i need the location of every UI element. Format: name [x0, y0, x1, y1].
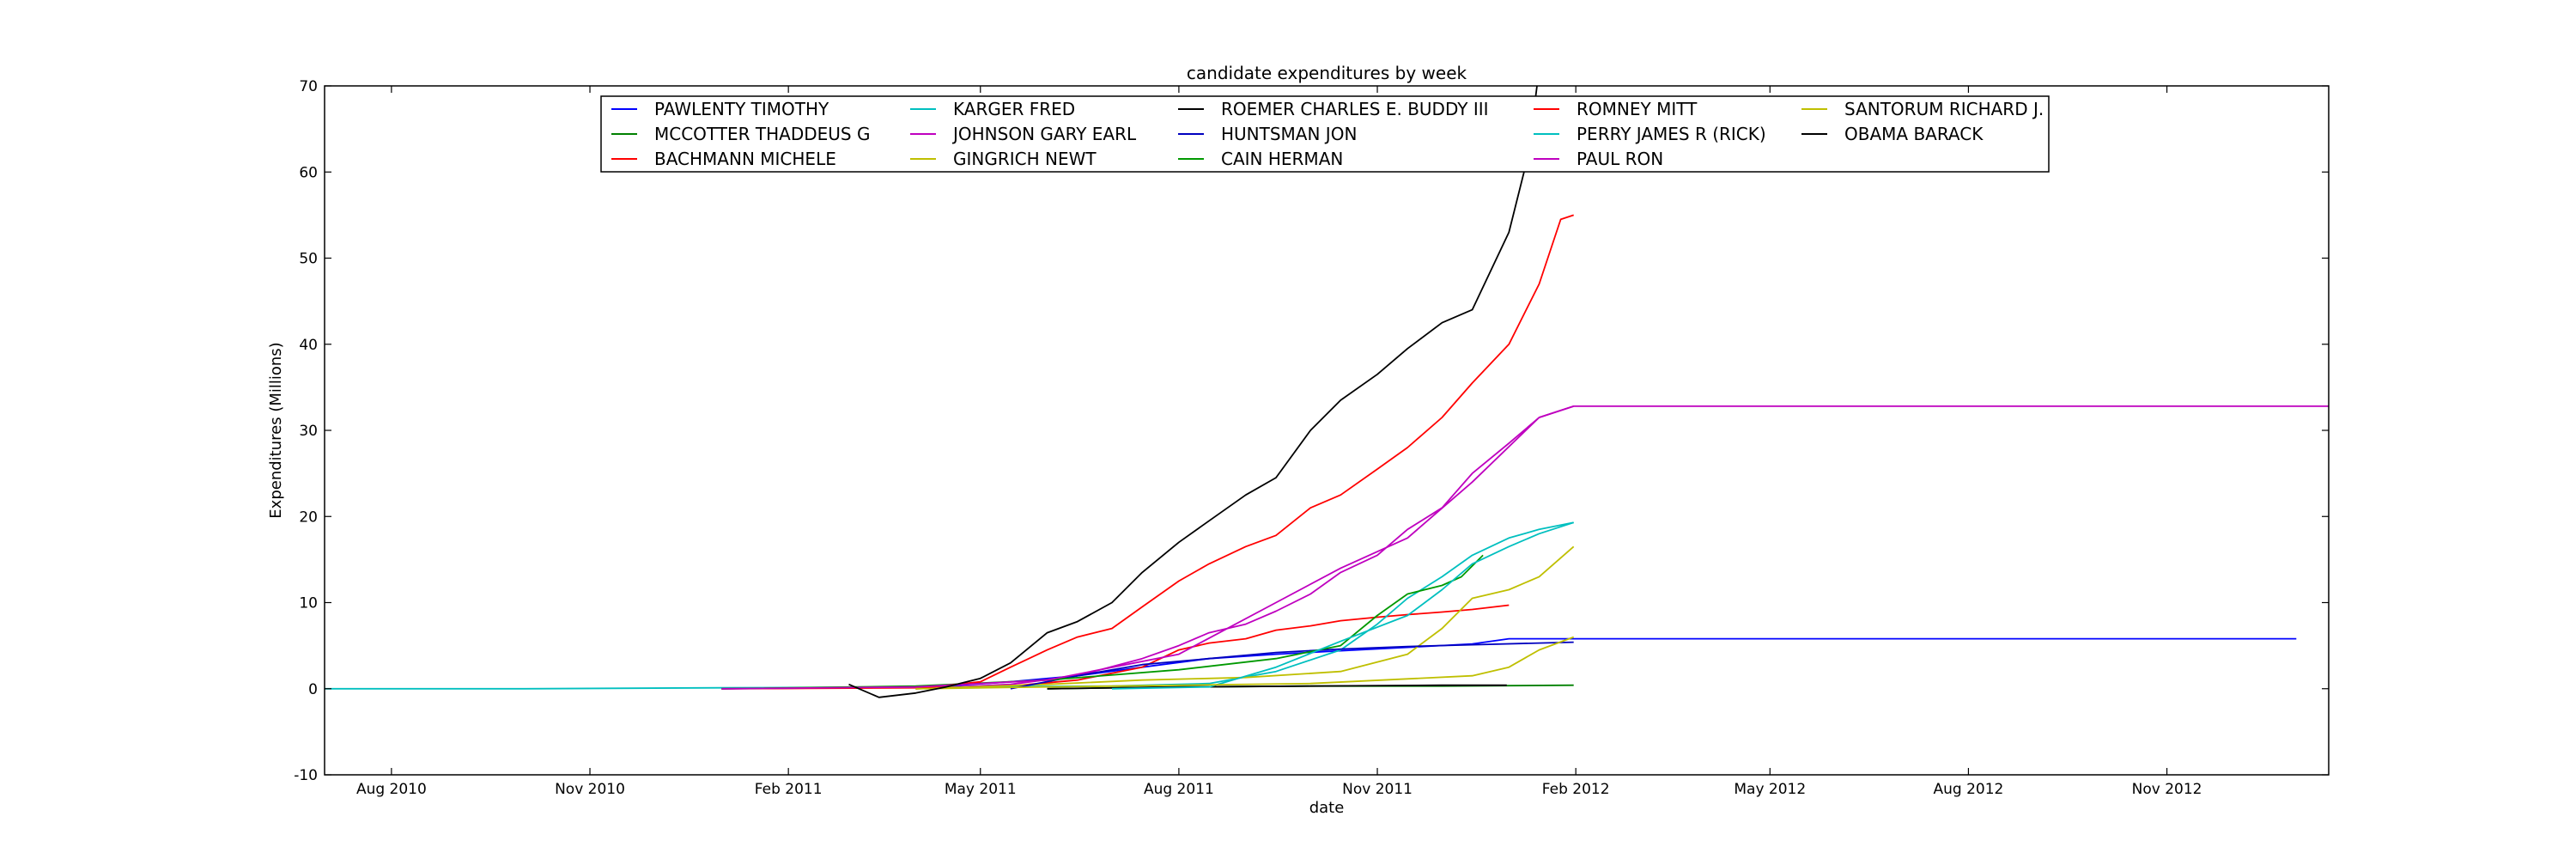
y-tick-label: 60	[299, 164, 318, 181]
legend-label: PERRY JAMES R (RICK)	[1577, 124, 1766, 144]
series-line-bachmann-michele	[721, 604, 1510, 690]
y-tick-label: 10	[299, 595, 318, 612]
legend-label: PAWLENTY TIMOTHY	[654, 99, 829, 119]
x-tick-label: Aug 2010	[356, 781, 427, 798]
legend-label: JOHNSON GARY EARL	[951, 124, 1137, 144]
legend-label: ROEMER CHARLES E. BUDDY III	[1221, 99, 1489, 119]
x-tick-label: Nov 2011	[1342, 781, 1413, 798]
x-tick-label: May 2012	[1734, 781, 1806, 798]
legend-label: OBAMA BARACK	[1844, 124, 1984, 144]
series-line-huntsman-jon	[1010, 641, 1574, 690]
series-line-pawlenty-timothy	[721, 637, 2297, 690]
x-tick-label: Nov 2010	[555, 781, 625, 798]
legend-label: KARGER FRED	[953, 99, 1075, 119]
y-tick-label: 20	[299, 509, 318, 526]
legend-label: MCCOTTER THADDEUS G	[654, 124, 870, 144]
y-tick-label: -10	[294, 767, 318, 784]
legend-label: GINGRICH NEWT	[953, 149, 1097, 169]
x-tick-label: Aug 2011	[1144, 781, 1214, 798]
legend-label: PAUL RON	[1577, 149, 1663, 169]
x-tick-label: Aug 2012	[1933, 781, 2003, 798]
x-tick-label: May 2011	[945, 781, 1017, 798]
series-line-perry-james-r-rick	[1111, 521, 1574, 690]
series-line-gingrich-newt	[915, 545, 1575, 690]
x-tick-label: Nov 2012	[2132, 781, 2202, 798]
legend-label: HUNTSMAN JON	[1221, 124, 1357, 144]
x-axis-label: date	[1309, 799, 1345, 817]
legend-label: CAIN HERMAN	[1221, 149, 1343, 169]
series-line-paul-ron	[721, 405, 1574, 690]
y-tick-label: 30	[299, 423, 318, 440]
series-line-santorum-richard-j	[915, 636, 1575, 690]
y-tick-label: 0	[308, 681, 318, 698]
legend-label: SANTORUM RICHARD J.	[1844, 99, 2044, 119]
series-line-johnson-gary-earl	[915, 405, 2329, 690]
legend-label: BACHMANN MICHELE	[654, 149, 836, 169]
series-line-obama-barack	[848, 86, 1538, 698]
y-tick-label: 40	[299, 337, 318, 354]
x-tick-label: Feb 2011	[755, 781, 823, 798]
legend: PAWLENTY TIMOTHY MCCOTTER THADDEUS G BACHM…	[600, 95, 2050, 173]
y-tick-label: 50	[299, 251, 318, 268]
y-axis-label: Expenditures (Millions)	[267, 342, 285, 518]
series-line-roemer-charles-e-buddy-iii	[1047, 684, 1507, 690]
chart-title: candidate expenditures by week	[1187, 63, 1467, 83]
y-tick-label: 70	[299, 78, 318, 95]
series-line-romney-mitt	[915, 214, 1574, 690]
legend-label: ROMNEY MITT	[1577, 99, 1698, 119]
plot-frame	[324, 85, 2330, 776]
x-tick-label: Feb 2012	[1542, 781, 1610, 798]
